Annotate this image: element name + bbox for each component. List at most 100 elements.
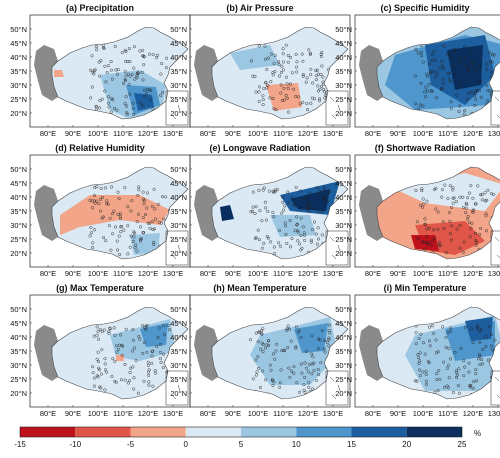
- station-marker: [131, 239, 135, 243]
- panel-title-f: (f) Shortwave Radiation: [374, 143, 476, 153]
- lat-label: 25°N: [10, 95, 27, 104]
- station-marker: [295, 215, 299, 219]
- station-marker: [160, 195, 165, 199]
- station-marker: [307, 380, 311, 384]
- station-marker: [119, 378, 123, 382]
- station-marker: [253, 74, 257, 79]
- station-marker: [257, 188, 261, 192]
- station-marker: [303, 238, 307, 242]
- station-marker: [166, 323, 170, 328]
- station-marker: [285, 96, 289, 100]
- station-marker: [255, 370, 259, 374]
- station-marker: [285, 82, 289, 86]
- station-marker: [114, 68, 118, 72]
- station-marker: [299, 233, 303, 238]
- station-marker: [297, 328, 301, 332]
- station-marker: [131, 101, 135, 105]
- station-marker: [444, 251, 448, 255]
- station-marker: [447, 346, 451, 350]
- station-marker: [265, 86, 269, 90]
- panel-title-a: (a) Precipitation: [65, 3, 134, 13]
- station-marker: [271, 71, 275, 75]
- station-marker: [258, 385, 262, 390]
- station-marker: [257, 99, 261, 103]
- inset-islands: [169, 96, 181, 120]
- lon-label: 130°E: [163, 129, 184, 138]
- lat-label: 50°N: [10, 305, 27, 314]
- station-marker: [146, 370, 151, 374]
- station-marker: [308, 52, 312, 56]
- station-marker: [143, 326, 147, 330]
- station-marker: [269, 368, 273, 372]
- station-marker: [421, 370, 425, 374]
- station-marker: [473, 91, 477, 95]
- lon-label: 130°E: [163, 409, 184, 418]
- station-marker: [154, 55, 158, 60]
- station-marker: [132, 387, 136, 391]
- station-marker: [101, 236, 106, 240]
- station-marker: [489, 333, 493, 337]
- station-marker: [89, 231, 94, 235]
- station-marker: [430, 58, 434, 63]
- station-marker: [98, 106, 102, 110]
- station-marker: [151, 53, 155, 57]
- station-marker: [467, 67, 471, 71]
- station-marker: [94, 44, 99, 49]
- station-marker: [159, 93, 163, 98]
- station-marker: [133, 77, 137, 81]
- station-marker: [441, 82, 445, 86]
- station-marker: [134, 359, 138, 363]
- station-marker: [466, 91, 470, 96]
- station-marker: [491, 361, 495, 366]
- station-marker: [271, 73, 275, 77]
- station-marker: [142, 55, 146, 59]
- station-marker: [145, 323, 149, 327]
- station-marker: [463, 325, 467, 329]
- station-marker: [123, 378, 127, 382]
- station-marker: [290, 236, 294, 241]
- station-marker: [467, 68, 471, 72]
- lat-label: 30°N: [170, 81, 187, 90]
- station-marker: [419, 50, 423, 54]
- station-marker: [111, 232, 115, 236]
- station-marker: [115, 350, 119, 354]
- station-marker: [481, 347, 485, 351]
- station-marker: [310, 372, 314, 376]
- station-marker: [480, 357, 484, 362]
- lat-label: 30°N: [170, 361, 187, 370]
- station-marker: [474, 368, 478, 372]
- station-marker: [95, 333, 99, 337]
- station-marker: [264, 378, 268, 382]
- lat-label: 35°N: [170, 347, 187, 356]
- station-marker: [420, 187, 424, 191]
- station-marker: [124, 95, 128, 99]
- lat-label: 20°N: [170, 249, 187, 258]
- station-marker: [149, 89, 153, 93]
- station-marker: [268, 96, 272, 100]
- station-marker: [298, 390, 302, 394]
- lon-label: 110°E: [113, 129, 133, 138]
- station-marker: [112, 106, 116, 111]
- station-marker: [294, 345, 298, 349]
- station-marker: [326, 199, 330, 203]
- station-marker: [158, 389, 162, 393]
- station-marker: [136, 212, 141, 216]
- station-marker: [137, 185, 141, 189]
- station-marker: [479, 95, 483, 99]
- station-marker: [90, 85, 94, 89]
- station-marker: [257, 85, 262, 89]
- station-marker: [110, 77, 114, 81]
- station-marker: [103, 64, 107, 68]
- station-marker: [284, 43, 288, 47]
- station-marker: [438, 377, 442, 381]
- station-marker: [138, 237, 143, 241]
- lon-label: 90°E: [225, 269, 241, 278]
- station-marker: [115, 108, 119, 112]
- station-marker: [435, 70, 439, 74]
- station-marker: [432, 49, 436, 54]
- station-marker: [142, 88, 147, 92]
- station-marker: [321, 75, 325, 79]
- station-marker: [251, 190, 255, 194]
- station-marker: [105, 202, 109, 206]
- station-marker: [97, 202, 101, 206]
